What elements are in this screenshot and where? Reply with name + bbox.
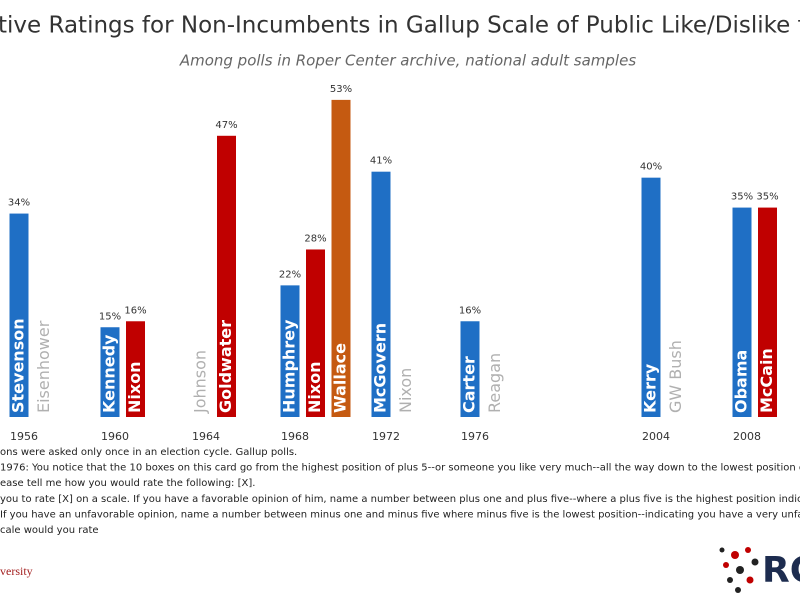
bar: [460, 321, 480, 417]
value-label: 22%: [279, 269, 301, 280]
bar: [641, 177, 661, 417]
bar-label: Carter: [460, 356, 479, 413]
x-tick-label: 1976: [461, 430, 489, 443]
value-label: 35%: [731, 192, 753, 203]
bar-label: Kennedy: [100, 334, 119, 413]
x-tick-label: 1964: [192, 430, 220, 443]
bar: [331, 99, 351, 417]
footer-text: versity: [0, 564, 33, 578]
value-label: 34%: [8, 198, 30, 209]
bar: [9, 213, 29, 417]
x-tick-label: 1960: [101, 430, 129, 443]
bar-label: McCain: [757, 348, 776, 413]
logo: [719, 547, 759, 593]
bar: [758, 207, 777, 417]
value-label: 35%: [756, 192, 778, 203]
note: ease tell me how you would rate the foll…: [0, 478, 255, 489]
bar-label: McGovern: [371, 323, 390, 413]
bar: [100, 327, 120, 417]
bar-label: Obama: [732, 350, 751, 413]
value-label: 41%: [370, 156, 392, 167]
bar-label: Humphrey: [280, 319, 299, 413]
value-label: 16%: [124, 305, 146, 316]
note: cale would you rate: [0, 525, 99, 536]
value-label: 28%: [304, 233, 326, 244]
absent-candidate-label: Reagan: [485, 353, 504, 413]
bar: [280, 285, 300, 417]
absent-candidate-label: Johnson: [191, 350, 210, 414]
x-tick-label: 1956: [10, 430, 38, 443]
note: If you have an unfavorable opinion, name…: [0, 509, 800, 520]
bar: [306, 249, 325, 417]
note: you to rate [X] on a scale. If you have …: [0, 494, 800, 505]
bar-label: Nixon: [305, 361, 324, 413]
absent-candidate-label: Nixon: [396, 368, 415, 413]
value-label: 16%: [459, 305, 481, 316]
chart-subtitle: Among polls in Roper Center archive, nat…: [179, 52, 636, 70]
bar-label: Goldwater: [216, 320, 235, 413]
bar: [371, 171, 391, 417]
value-label: 47%: [215, 120, 237, 131]
bar-label: Stevenson: [9, 318, 28, 413]
bar-label: Nixon: [125, 361, 144, 413]
x-tick-label: 1968: [281, 430, 309, 443]
x-tick-label: 2008: [733, 430, 761, 443]
bar-label: Wallace: [331, 343, 350, 413]
bar-label: Kerry: [641, 363, 660, 413]
note: 1976: You notice that the 10 boxes on th…: [0, 463, 800, 474]
x-tick-label: 2004: [642, 430, 670, 443]
note: ons were asked only once in an election …: [0, 447, 297, 458]
absent-candidate-label: Eisenhower: [34, 320, 53, 413]
x-tick-label: 1972: [372, 430, 400, 443]
value-label: 15%: [99, 311, 121, 322]
bar: [217, 135, 236, 418]
value-label: 53%: [330, 84, 352, 95]
absent-candidate-label: GW Bush: [666, 340, 685, 413]
value-label: 40%: [640, 162, 662, 173]
logo-text: RC: [762, 550, 800, 591]
chart-title: tive Ratings for Non-Incumbents in Gallu…: [0, 13, 800, 39]
bar: [732, 207, 752, 417]
bar: [126, 321, 145, 417]
